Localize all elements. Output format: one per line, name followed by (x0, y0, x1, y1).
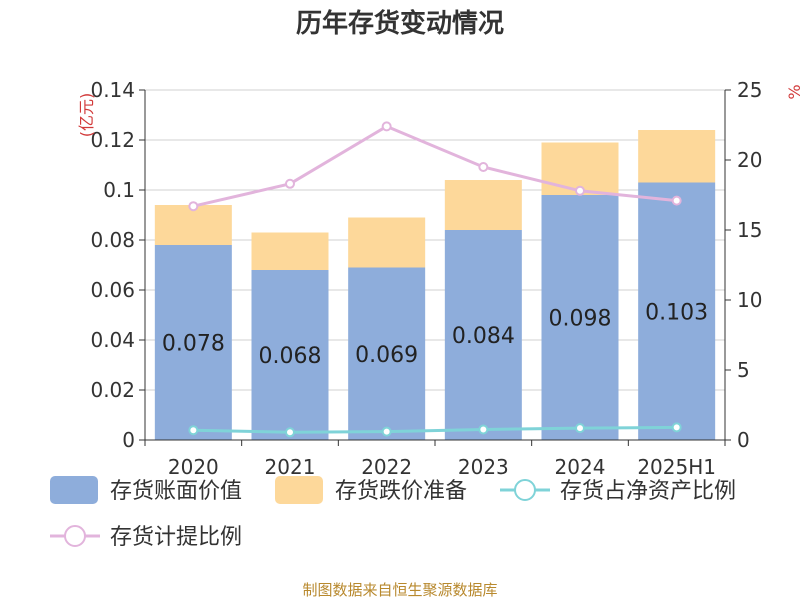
line-net-asset-ratio (193, 425, 677, 434)
bar-value-label: 0.069 (355, 343, 418, 368)
x-tick-label: 2024 (555, 455, 606, 479)
legend-item: 存货占净资产比例 (500, 479, 736, 504)
right-tick-label: 20 (737, 148, 762, 172)
left-tick-label: 0 (122, 428, 135, 452)
left-tick-label: 0.1 (103, 178, 135, 202)
x-tick-label: 2023 (458, 455, 509, 479)
bar-value-label: 0.068 (259, 344, 322, 369)
bar-value-label: 0.084 (452, 324, 515, 349)
x-tick-label: 2022 (361, 455, 412, 479)
right-tick-label: 0 (737, 428, 750, 452)
left-tick-label: 0.02 (90, 378, 135, 402)
left-tick-label: 0.06 (90, 278, 135, 302)
data-source: 制图数据来自恒生聚源数据库 (302, 581, 497, 599)
left-tick-label: 0.14 (90, 78, 135, 102)
line-point (478, 162, 489, 172)
left-axis-unit: (亿元) (77, 93, 96, 138)
x-tick-label: 2025H1 (637, 455, 716, 479)
line-point (188, 425, 199, 436)
line-point (478, 424, 489, 435)
lines (188, 121, 682, 438)
bars (154, 130, 716, 440)
x-tick-label: 2020 (168, 455, 219, 479)
line-point (575, 423, 585, 434)
bar-impairment-reserve (251, 232, 329, 270)
bar-book-value (154, 245, 232, 440)
right-axis-unit: % (785, 84, 800, 99)
right-tick-label: 25 (737, 78, 762, 102)
left-tick-label: 0.04 (90, 328, 135, 352)
line-point (188, 201, 199, 212)
legend-label: 存货账面价值 (110, 479, 242, 504)
bar-book-value (251, 270, 329, 440)
line-point (381, 121, 392, 132)
legend-swatch (50, 476, 98, 504)
right-tick-label: 10 (737, 288, 762, 312)
line-point (575, 185, 585, 196)
chart-title: 历年存货变动情况 (296, 8, 504, 39)
data-labels: 0.078 0.068 0.069 0.084 0.098 0.103 (162, 300, 708, 369)
legend-marker (514, 479, 536, 501)
legend-swatch (275, 476, 323, 504)
bar-impairment-reserve (638, 130, 716, 183)
line-provision-ratio (192, 124, 677, 208)
bar-impairment-reserve (444, 180, 522, 230)
legend-item: 存货计提比例 (50, 525, 242, 550)
left-tick-label: 0.12 (90, 128, 135, 152)
legend-label: 存货计提比例 (110, 525, 242, 550)
line-point (285, 178, 295, 189)
legend-marker (64, 525, 86, 547)
legend-item: 存货跌价准备 (275, 476, 467, 504)
legend-item: 存货账面价值 (50, 476, 242, 504)
bar-book-value (541, 195, 619, 440)
axes: 0 0.02 0.04 0.06 0.08 0.1 0.12 0.14 0 5 10 15 20 25 20… (90, 78, 762, 479)
legend-label: 存货占净资产比例 (560, 479, 736, 504)
bar-value-label: 0.078 (162, 332, 225, 357)
line-point (671, 422, 682, 433)
bar-value-label: 0.103 (645, 300, 708, 325)
left-tick-label: 0.08 (90, 228, 135, 252)
bar-impairment-reserve (154, 205, 232, 245)
grid-lines (145, 89, 725, 391)
bar-value-label: 0.098 (549, 307, 612, 332)
right-tick-label: 5 (737, 358, 750, 382)
line-point (671, 195, 682, 206)
x-tick-label: 2021 (265, 455, 316, 479)
line-point (381, 426, 392, 437)
bar-book-value (348, 267, 426, 440)
legend-label: 存货跌价准备 (335, 479, 467, 504)
bar-book-value (638, 182, 716, 440)
right-tick-label: 15 (737, 218, 762, 242)
line-point (285, 427, 295, 438)
bar-impairment-reserve (348, 217, 426, 268)
bar-book-value (444, 230, 522, 440)
